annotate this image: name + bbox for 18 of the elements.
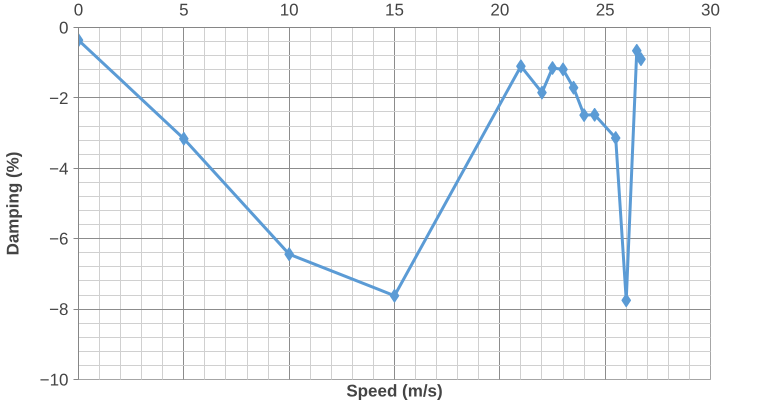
x-tick-label: 15	[385, 0, 404, 20]
x-tick-label: 5	[179, 0, 189, 20]
point	[610, 131, 621, 146]
y-tick-label: −4	[49, 159, 69, 178]
x-tick-label: 30	[701, 0, 720, 20]
point	[632, 44, 642, 58]
x-tick-label: 10	[280, 0, 299, 20]
x-tick-label: 20	[490, 0, 510, 20]
x-tick-label: 0	[74, 0, 84, 20]
y-tick-label: −6	[49, 230, 69, 249]
y-axis-title: Damping (%)	[4, 152, 23, 256]
x-axis-title: Speed (m/s)	[346, 382, 443, 400]
point	[621, 293, 632, 308]
x-tick-label: 25	[596, 0, 615, 20]
y-tick-label: −8	[49, 300, 69, 320]
y-tick-label: −2	[49, 88, 69, 108]
y-tick-label: −10	[40, 370, 69, 390]
y-tick-label: 0	[59, 18, 69, 38]
